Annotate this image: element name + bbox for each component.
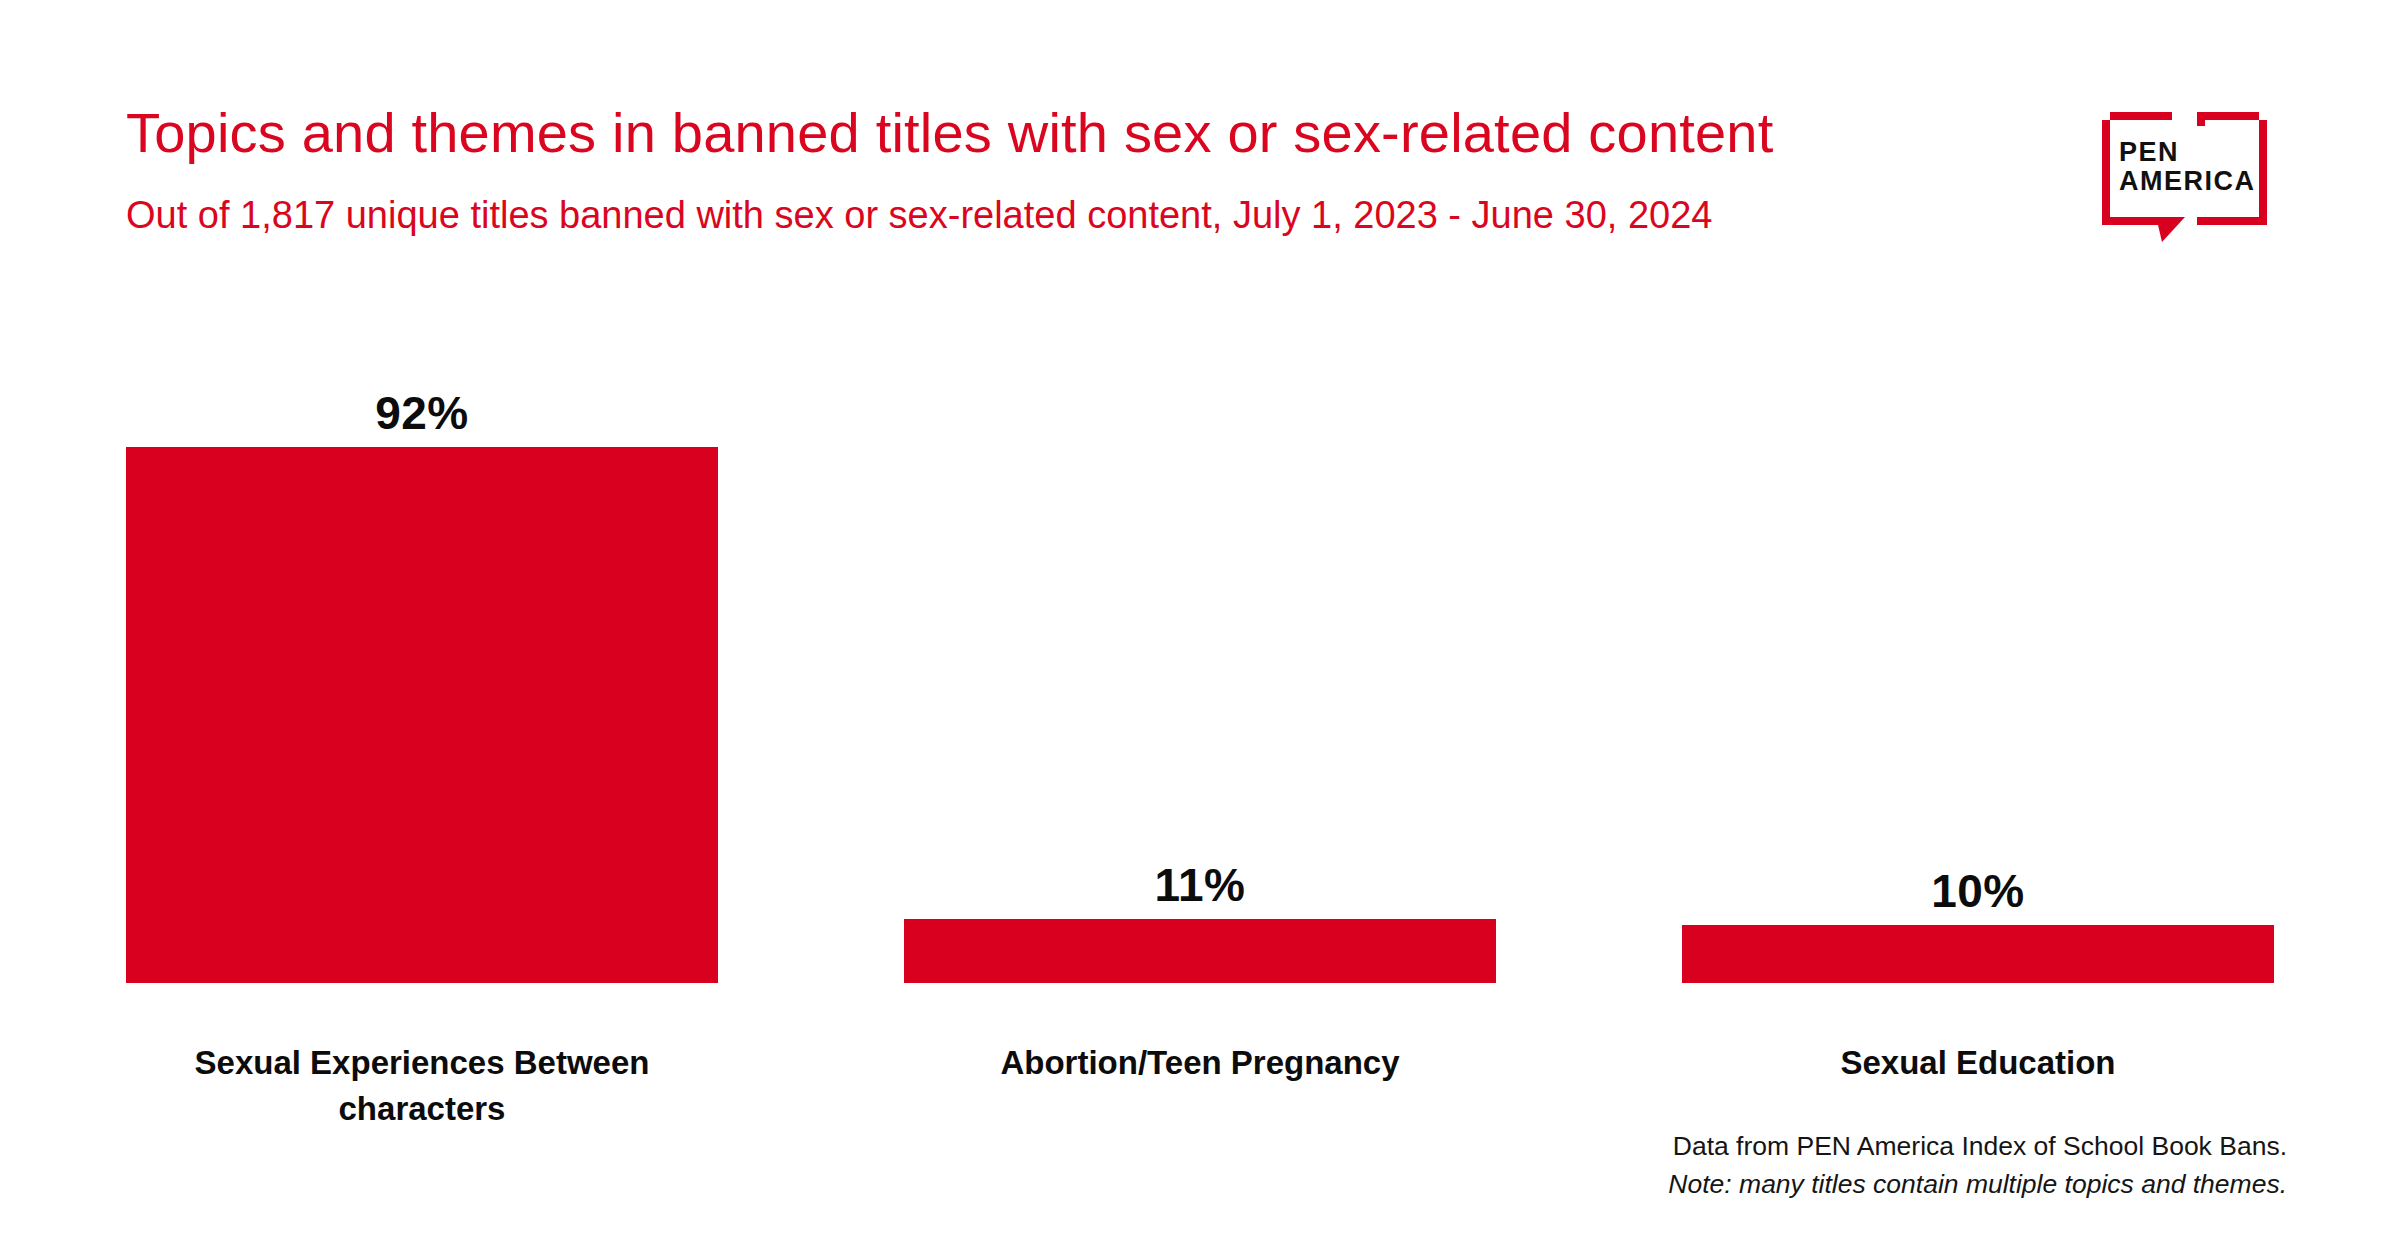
bar-sexual-education <box>1682 925 2274 983</box>
footer-note-text: Note: many titles contain multiple topic… <box>1668 1166 2287 1204</box>
page-title: Topics and themes in banned titles with … <box>126 100 2086 165</box>
category-label-sexual-education: Sexual Education <box>1682 1040 2274 1132</box>
bar-sexual-experiences <box>126 447 718 983</box>
category-labels: Sexual Experiences Between characters Ab… <box>126 1040 2274 1132</box>
value-label: 10% <box>1931 866 2025 917</box>
value-label: 11% <box>1154 860 1245 911</box>
footer: Data from PEN America Index of School Bo… <box>1668 1128 2287 1203</box>
value-label: 92% <box>375 388 469 439</box>
bar-column-abortion-teen-pregnancy: 11% <box>904 860 1496 983</box>
logo-text-pen: PEN <box>2119 137 2179 167</box>
pen-america-logo: PEN AMERICA <box>2102 112 2267 244</box>
bar-column-sexual-experiences: 92% <box>126 388 718 983</box>
page-subtitle: Out of 1,817 unique titles banned with s… <box>126 194 2086 237</box>
bar-column-sexual-education: 10% <box>1682 866 2274 983</box>
category-label-abortion-teen-pregnancy: Abortion/Teen Pregnancy <box>904 1040 1496 1132</box>
logo-text-america: AMERICA <box>2119 166 2256 196</box>
data-source-text: Data from PEN America Index of School Bo… <box>1668 1128 2287 1166</box>
category-label-sexual-experiences: Sexual Experiences Between characters <box>126 1040 718 1132</box>
bar-abortion-teen-pregnancy <box>904 919 1496 983</box>
bar-chart: 92% 11% 10% <box>126 360 2274 983</box>
